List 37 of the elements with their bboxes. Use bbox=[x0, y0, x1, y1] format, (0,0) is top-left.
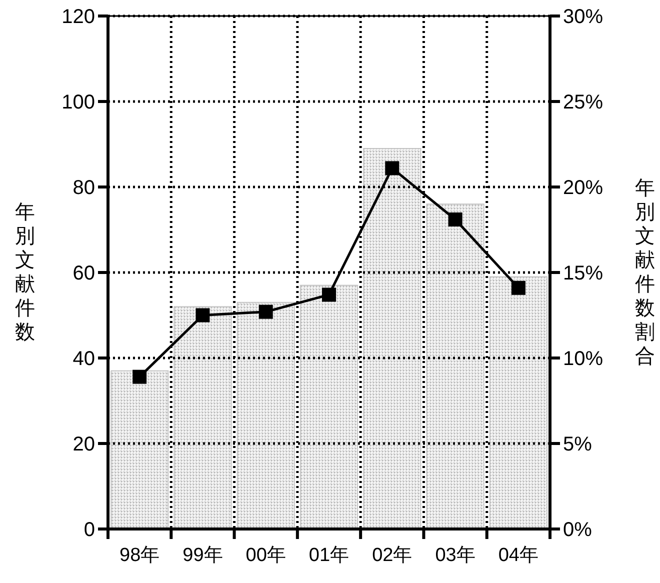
y-tick-label: 80 bbox=[72, 177, 95, 199]
y2-axis-title: 年別文献件数割合 bbox=[635, 178, 655, 368]
y2-tick-label: 20% bbox=[563, 177, 604, 199]
y2-tick-label: 30% bbox=[563, 6, 604, 28]
y-tick-label: 60 bbox=[72, 262, 95, 284]
y2-tick-label: 15% bbox=[563, 262, 604, 284]
y2-tick-label: 5% bbox=[563, 434, 592, 456]
bar bbox=[236, 302, 295, 530]
y-axis-title: 年別文献件数 bbox=[15, 202, 35, 344]
x-tick-label: 99年 bbox=[182, 545, 223, 566]
bar bbox=[489, 276, 548, 530]
x-tick-label: 00年 bbox=[246, 545, 286, 566]
x-tick-label: 01年 bbox=[308, 545, 350, 566]
x-tick-label: 02年 bbox=[372, 545, 412, 566]
bar bbox=[110, 370, 169, 530]
point bbox=[196, 308, 210, 322]
y-tick-label: 100 bbox=[62, 92, 95, 114]
bar bbox=[426, 204, 484, 530]
point bbox=[258, 304, 273, 319]
bar bbox=[363, 148, 422, 530]
x-tick-label: 03年 bbox=[435, 545, 476, 566]
y-tick-label: 0 bbox=[84, 519, 95, 541]
point bbox=[511, 280, 526, 295]
point bbox=[385, 161, 400, 176]
x-tick-label: 04年 bbox=[498, 545, 538, 566]
y2-tick-label: 25% bbox=[563, 92, 604, 114]
y-tick-label: 20 bbox=[72, 434, 95, 456]
bar bbox=[300, 284, 358, 530]
y2-tick-label: 10% bbox=[563, 348, 604, 370]
y-tick-label: 120 bbox=[62, 6, 95, 28]
y-tick-label: 40 bbox=[72, 348, 95, 370]
point bbox=[132, 370, 147, 384]
point bbox=[448, 212, 462, 226]
bar bbox=[174, 306, 232, 530]
point bbox=[322, 288, 336, 302]
x-tick-label: 98年 bbox=[120, 545, 160, 566]
y2-tick-label: 0% bbox=[563, 519, 592, 541]
